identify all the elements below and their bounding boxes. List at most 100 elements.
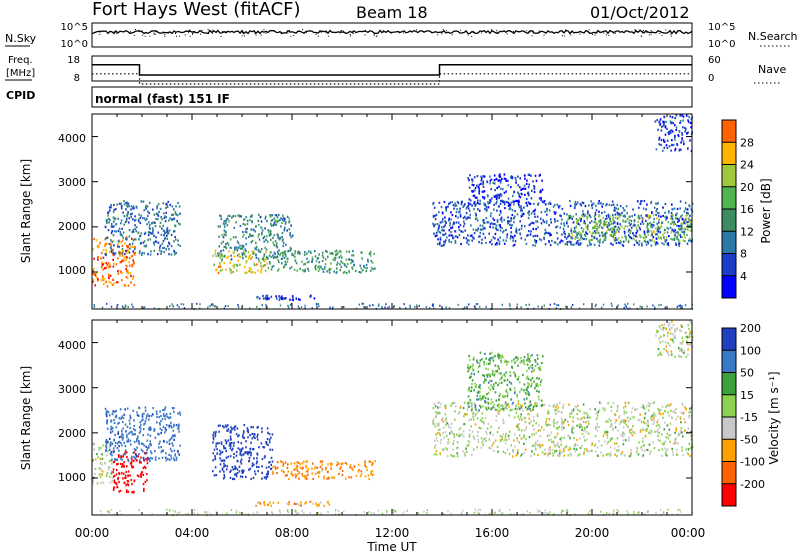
power-cell xyxy=(688,218,690,221)
power-cell xyxy=(662,233,664,236)
power-cell xyxy=(566,243,569,246)
velocity-cell xyxy=(227,439,230,442)
power-cell xyxy=(106,220,108,223)
velocity-cell xyxy=(497,352,499,355)
velocity-cell xyxy=(479,397,481,400)
power-cell xyxy=(345,265,348,268)
power-cell xyxy=(681,114,683,117)
velocity-cell xyxy=(439,406,441,409)
velocity-cell xyxy=(490,384,492,387)
power-cell xyxy=(107,214,109,217)
power-cell xyxy=(262,237,265,240)
velocity-cell xyxy=(275,467,277,470)
velocity-cell xyxy=(110,451,113,454)
velocity-cell xyxy=(245,446,247,449)
velocity-cell xyxy=(332,476,334,479)
velocity-cell xyxy=(505,389,508,392)
velocity-cell xyxy=(653,412,655,415)
power-cell xyxy=(589,216,592,219)
power-cell xyxy=(250,268,252,271)
velocity-cell xyxy=(526,397,528,400)
power-cell xyxy=(444,224,446,227)
power-cell xyxy=(483,227,485,230)
velocity-cell xyxy=(306,477,308,480)
power-cell xyxy=(498,179,501,182)
velocity-cell xyxy=(684,429,686,432)
velocity-cell xyxy=(487,407,490,410)
velocity-cell xyxy=(119,454,121,457)
power-cell xyxy=(350,261,352,265)
velocity-cell xyxy=(645,405,648,408)
velocity-cell xyxy=(432,421,435,424)
power-cell xyxy=(272,256,275,259)
power-cell xyxy=(235,269,238,272)
power-cell xyxy=(667,211,670,214)
power-cell xyxy=(574,203,576,206)
power-cell xyxy=(339,251,342,254)
velocity-cell xyxy=(131,430,133,433)
velocity-cell xyxy=(508,430,511,433)
power-cell xyxy=(656,202,659,205)
velocity-cell xyxy=(529,355,532,358)
power-cell xyxy=(524,187,527,190)
power-cell xyxy=(341,261,344,264)
velocity-cell xyxy=(223,462,225,465)
power-cell xyxy=(236,254,239,257)
power-cell xyxy=(583,237,585,241)
velocity-cell xyxy=(557,444,559,447)
power-cell xyxy=(418,304,420,307)
power-cell xyxy=(514,234,516,237)
power-cell xyxy=(489,175,491,178)
power-cell xyxy=(617,230,620,233)
power-cell xyxy=(120,219,123,222)
power-cell xyxy=(671,217,673,220)
power-cell xyxy=(639,235,642,238)
power-cell xyxy=(507,222,509,225)
velocity-cell xyxy=(471,453,473,456)
power-cell xyxy=(670,222,672,225)
power-cell xyxy=(527,186,530,189)
velocity-cell xyxy=(466,413,468,416)
power-cell xyxy=(129,243,131,246)
power-cell xyxy=(469,213,471,216)
velocity-cell xyxy=(597,425,599,428)
power-cell xyxy=(508,223,511,226)
power-cell xyxy=(236,250,238,253)
velocity-cell xyxy=(506,395,509,398)
velocity-cell xyxy=(616,449,618,452)
power-cell xyxy=(588,231,591,234)
velocity-cell xyxy=(146,447,149,450)
power-cell xyxy=(454,239,457,243)
power-cell xyxy=(291,234,294,237)
velocity-cell xyxy=(438,422,440,425)
power-cell xyxy=(687,120,690,124)
power-cell xyxy=(274,214,277,217)
velocity-cell xyxy=(161,417,164,420)
velocity-cell xyxy=(622,431,624,434)
velocity-cell xyxy=(582,420,585,423)
velocity-cell xyxy=(102,481,105,484)
velocity-cell xyxy=(506,448,509,451)
power-cell xyxy=(527,194,530,197)
power-cell xyxy=(451,234,454,237)
power-cell xyxy=(93,257,95,260)
velocity-cell xyxy=(549,446,551,449)
velocity-cell xyxy=(112,468,115,471)
power-cell xyxy=(663,236,665,239)
velocity-cell xyxy=(505,371,507,374)
velocity-cell xyxy=(239,448,241,451)
power-cell xyxy=(449,224,451,227)
power-cell xyxy=(498,185,500,188)
velocity-cell xyxy=(305,460,307,464)
power-cell xyxy=(115,230,117,233)
power-cell xyxy=(548,209,551,212)
velocity-cell xyxy=(229,430,232,433)
power-cell xyxy=(107,211,110,214)
velocity-cell xyxy=(142,473,144,476)
velocity-cell xyxy=(131,433,134,436)
velocity-cell xyxy=(127,459,130,462)
power-cell xyxy=(166,226,169,230)
velocity-cell xyxy=(492,406,495,409)
power-cell xyxy=(610,302,613,305)
power-cell xyxy=(250,228,252,231)
